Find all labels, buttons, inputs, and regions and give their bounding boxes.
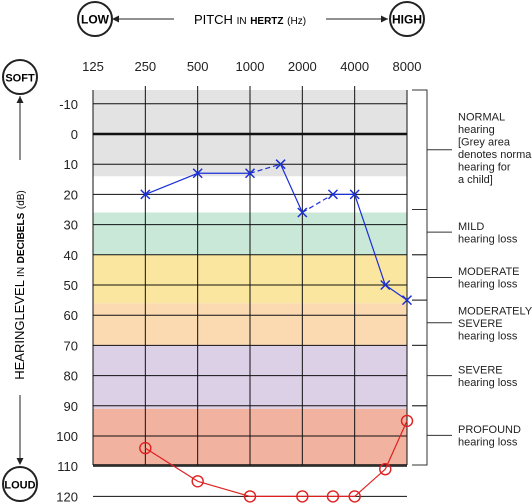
- category-label-line: denotes normal: [458, 149, 532, 161]
- y-tick-label: 80: [64, 369, 78, 384]
- series-0-segment: [302, 193, 334, 214]
- high-badge: HIGH: [392, 13, 422, 27]
- series-1-point: [326, 490, 340, 503]
- category-label-line: hearing loss: [458, 233, 518, 245]
- series-layer: [139, 159, 414, 503]
- pitch-arrowhead-right: [381, 15, 388, 23]
- x-tick-label: 8000: [393, 59, 422, 74]
- pitch-label-in: IN: [237, 16, 247, 27]
- category-label-line: SEVERE: [458, 364, 503, 376]
- category-bracket-4: [412, 344, 428, 407]
- y-tick-label: 110: [57, 459, 78, 474]
- series-1-point: [139, 441, 152, 455]
- y-tick-label: 70: [64, 338, 78, 353]
- series-0-segment: [145, 172, 198, 195]
- pitch-label-unit: HERTZ: [250, 16, 283, 27]
- category-label-line: [Grey area: [458, 137, 511, 149]
- series-0-point: [244, 168, 256, 179]
- soft-badge-circle: [2, 59, 38, 95]
- series-1-point: [379, 463, 392, 476]
- series-0-segment: [249, 163, 281, 174]
- x-tick-label: 500: [187, 59, 209, 74]
- category-label-line: hearing loss: [458, 330, 518, 342]
- y-tick-label: 90: [64, 399, 78, 414]
- category-label-line: hearing for: [458, 162, 511, 174]
- y-tick-label: 100: [56, 429, 78, 444]
- y-tick-label: 0: [71, 127, 78, 142]
- pitch-header: LOW PITCH IN HERTZ (Hz) HIGH: [77, 1, 425, 37]
- level-axis-header: SOFT HEARINGLEVEL IN DECIBELS (dB) LOUD: [2, 59, 38, 502]
- series-0-point: [401, 295, 413, 306]
- series-0-point: [140, 189, 151, 200]
- y-tick-label: 40: [64, 248, 78, 263]
- category-bracket-3: [412, 299, 428, 346]
- pitch-label: PITCH IN HERTZ (Hz): [194, 12, 306, 27]
- category-label-line: a child]: [458, 174, 493, 186]
- series-0-point: [192, 168, 203, 179]
- category-label-line: NORMAL: [458, 112, 505, 124]
- high-badge-circle: [389, 1, 425, 37]
- category-label-line: hearing loss: [458, 437, 518, 449]
- series-0-point: [297, 207, 308, 218]
- ylabel-abbr: (dB): [16, 190, 27, 209]
- level-arrowhead-top: [16, 96, 24, 103]
- x-tick-label: 4000: [340, 59, 369, 74]
- series-1-point: [191, 475, 204, 488]
- category-label-line: hearing loss: [458, 377, 518, 389]
- series-0-point: [327, 189, 338, 200]
- category-bracket-5: [412, 405, 428, 466]
- series-1-point: [296, 490, 309, 503]
- series-1-segment: [384, 420, 408, 470]
- pitch-label-prefix: PITCH: [194, 12, 233, 27]
- series-0-point: [349, 189, 360, 200]
- series-1-point: [400, 414, 414, 428]
- y-tick-label: 120: [56, 489, 78, 504]
- series-0-point: [380, 279, 391, 291]
- ylabel-main: HEARINGLEVEL: [12, 280, 27, 379]
- series-0-point: [275, 159, 286, 170]
- category-label-line: SEVERE: [458, 318, 503, 330]
- ylabel: HEARINGLEVEL IN DECIBELS (dB): [12, 190, 27, 380]
- category-label-line: MILD: [458, 221, 484, 233]
- ylabel-in: IN: [16, 267, 27, 277]
- category-label-line: MODERATELY: [458, 305, 532, 317]
- y-tick-labels: -10 0 10 20 30 40 50 60 70 80 90 100 110 120: [56, 97, 78, 504]
- category-bracket-2: [412, 254, 428, 301]
- y-tick-label: 50: [64, 278, 78, 293]
- category-label-line: hearing loss: [458, 279, 518, 291]
- ylabel-unit: DECIBELS: [16, 212, 27, 263]
- series-0-segment: [280, 163, 303, 213]
- pitch-label-abbr: (Hz): [287, 16, 306, 27]
- y-tick-label: 60: [64, 308, 78, 323]
- level-arrowhead-bottom: [16, 458, 24, 465]
- y-tick-label: -10: [59, 97, 78, 112]
- x-tick-labels: 125 250 500 1000 2000 4000 8000: [82, 59, 421, 74]
- y-tick-label: 30: [64, 218, 78, 233]
- y-tick-label: 10: [64, 157, 78, 172]
- x-tick-label: 1000: [236, 59, 265, 74]
- series-0-segment: [384, 284, 408, 301]
- category-label-line: PROFOUND: [458, 424, 521, 436]
- series-1-segment: [145, 447, 198, 482]
- series-1-segment: [197, 480, 251, 497]
- x-tick-label: 125: [82, 59, 104, 74]
- category-label-line: hearing: [458, 124, 495, 136]
- loud-badge-circle: [2, 466, 38, 502]
- category-bracket-0: [412, 89, 428, 210]
- low-badge: LOW: [81, 13, 110, 27]
- series-1-point: [348, 490, 361, 503]
- category-label-line: MODERATE: [458, 266, 520, 278]
- x-tick-label: 250: [134, 59, 156, 74]
- series-0-segment: [354, 194, 386, 286]
- pitch-arrowhead-left: [112, 15, 119, 23]
- category-bracket-1: [412, 209, 428, 256]
- soft-badge: SOFT: [5, 73, 35, 85]
- y-tick-label: 20: [64, 187, 78, 202]
- x-tick-label: 2000: [288, 59, 317, 74]
- series-1-point: [243, 490, 257, 503]
- series-1-segment: [354, 468, 386, 497]
- loud-badge: LOUD: [4, 480, 35, 492]
